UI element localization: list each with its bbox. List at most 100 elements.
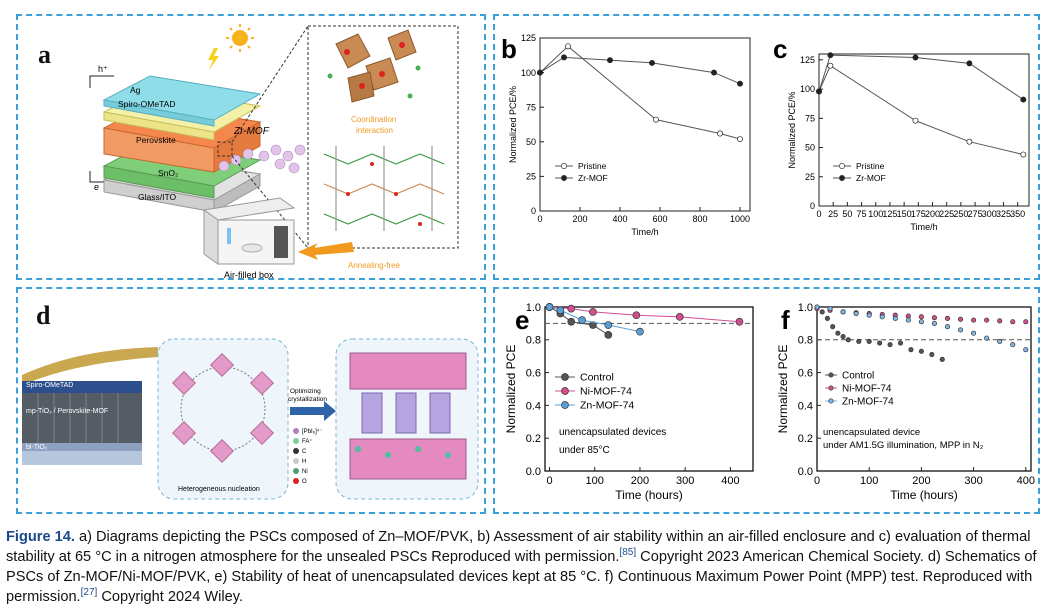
caption-part-1: a) Diagrams depicting the PSCs composed … (6, 529, 1031, 565)
data-point (565, 43, 571, 50)
data-point (819, 309, 825, 315)
data-point (835, 330, 841, 336)
data-point (957, 327, 964, 333)
data-point (957, 316, 964, 322)
layer-spiro: Spiro-OMeTAD (118, 99, 175, 109)
data-point (944, 324, 951, 330)
data-point (1023, 347, 1029, 353)
light-label: h⁺ (98, 64, 108, 74)
panel-letter: c (773, 34, 787, 64)
device-stack-d: Spiro-OMeTAD mp-TiO₂ / Perovskite-MOF bl… (22, 347, 158, 465)
annotation-text: unencapsulated devices (559, 427, 666, 438)
y-tick-label: 0.2 (798, 433, 813, 445)
x-tick-label: 350 (1010, 209, 1025, 219)
y-tick-label: 0.4 (526, 400, 541, 412)
x-tick-label: 325 (996, 209, 1011, 219)
y-tick-label: 75 (805, 113, 815, 123)
caption-ref-85[interactable]: [85] (619, 547, 637, 559)
legend-marker (561, 373, 569, 381)
data-point (997, 338, 1003, 344)
panel-d-letter: d (36, 301, 51, 330)
x-tick-label: 200 (912, 475, 930, 487)
y-tick-label: 0 (810, 201, 815, 211)
y-tick-label: 50 (805, 143, 815, 153)
legend-label: Pristine (856, 161, 885, 171)
data-point (561, 54, 567, 61)
perovskite-crystal (349, 352, 467, 480)
legend-marker (561, 163, 567, 169)
data-point (866, 312, 872, 318)
x-tick-label: 275 (968, 209, 983, 219)
data-point (971, 317, 977, 323)
panel-a-schematic: h⁺ e (89, 24, 459, 280)
y-tick-label: 0.2 (526, 433, 541, 445)
y-tick-label: 0.0 (526, 466, 541, 478)
layer-ag: Ag (130, 85, 141, 95)
data-point (604, 321, 613, 329)
data-point (971, 330, 977, 336)
layer-perovskite: Perovskite (136, 135, 176, 145)
data-point (830, 324, 836, 330)
y-axis-label: Normalized PCE/% (787, 91, 797, 168)
annotation-text: under 85°C (559, 445, 610, 456)
data-point (840, 333, 846, 340)
legend-label: Zn-MOF-74 (842, 397, 894, 408)
legend-label: Pristine (578, 161, 607, 171)
data-point (607, 57, 613, 64)
y-tick-label: 75 (526, 102, 536, 112)
data-point (918, 319, 924, 325)
legend-marker (828, 385, 834, 391)
x-tick-label: 400 (612, 214, 627, 224)
data-point (827, 62, 834, 69)
crystallization-arrow (290, 401, 336, 421)
data-point (845, 337, 851, 343)
y-tick-label: 0.0 (798, 466, 813, 478)
caption-ref-27[interactable]: [27] (80, 587, 98, 599)
y-axis-label: Normalized PCE/% (508, 86, 518, 163)
x-tick-label: 50 (842, 209, 852, 219)
x-tick-label: 225 (939, 209, 954, 219)
x-tick-label: 400 (721, 475, 739, 487)
data-point (824, 315, 830, 322)
data-point (711, 69, 717, 76)
legend-label: Zr-MOF (856, 173, 886, 183)
x-tick-label: 0 (537, 214, 542, 224)
x-tick-label: 600 (652, 214, 667, 224)
data-point (1010, 342, 1016, 348)
x-axis-label: Time (hours) (615, 488, 683, 502)
chart-e: 0 100 200 300 400 0.0 0.2 0.4 0.6 0.8 1.0 Time (hou… (504, 302, 754, 502)
data-point (814, 304, 820, 310)
panel-letter: b (501, 34, 517, 64)
data-point (816, 88, 822, 95)
data-point (856, 338, 862, 344)
data-point (1010, 319, 1016, 325)
x-tick-label: 150 (897, 209, 912, 219)
data-point (931, 320, 937, 326)
panel-letter: e (515, 305, 529, 335)
data-point (556, 306, 565, 315)
air-filled-box: Air-filled box (202, 197, 296, 280)
d-layer-bltio2: bl-TiO₂ (26, 444, 48, 451)
panel-letter: f (781, 305, 790, 335)
data-point (997, 318, 1003, 324)
caption-part-2: Copyright 2023 American Chemical Society… (6, 549, 1037, 605)
y-tick-label: 0.8 (798, 335, 813, 347)
data-point (675, 312, 684, 321)
data-point (877, 340, 883, 346)
annotation-text: under AM1.5G illumination, MPP in N₂ (823, 440, 984, 451)
legend-label: Ni-MOF-74 (842, 384, 892, 395)
data-point (892, 315, 898, 322)
y-tick-label: 25 (805, 172, 815, 182)
x-tick-label: 175 (911, 209, 926, 219)
data-point (1023, 319, 1029, 325)
y-axis-label: Normalized PCE (504, 345, 518, 434)
legend-marker (839, 163, 845, 169)
x-tick-label: 1000 (730, 214, 750, 224)
annealing-arrow (298, 242, 354, 260)
x-tick-label: 0 (546, 475, 552, 487)
y-tick-label: 1.0 (798, 302, 813, 314)
data-point (737, 136, 743, 142)
plot-frame (539, 37, 751, 212)
legend-label: Control (842, 371, 874, 382)
legend-d-4: Ni (302, 469, 308, 475)
